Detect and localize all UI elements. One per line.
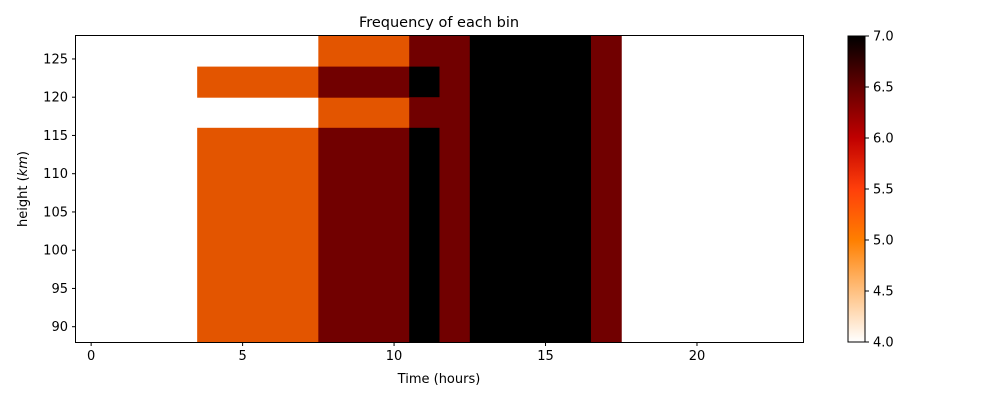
y-tick-label: 115 [43,129,68,144]
y-tick-label: 110 [43,167,68,182]
colorbar-tick-label: 7.0 [873,30,894,45]
colorbar-tick-label: 5.5 [873,183,894,198]
x-tick-label: 10 [386,349,403,364]
y-axis-ticks: 90 95 100 105 110 115 120 125 [43,52,76,335]
x-tick-label: 15 [537,349,554,364]
x-axis-ticks: 0 5 10 15 20 [87,342,705,364]
colorbar-tick-label: 5.0 [873,234,894,249]
y-tick-label: 125 [43,52,68,67]
y-tick-label: 100 [43,244,68,259]
colorbar-tick-label: 4.5 [873,285,894,300]
heatmap-cell [197,127,319,343]
x-tick-label: 20 [689,349,706,364]
heatmap-cell [409,36,440,68]
heatmap-cell [409,127,440,343]
x-tick-label: 5 [238,349,246,364]
heatmap-cell [409,97,440,129]
y-axis-label: height (km) [16,151,31,227]
y-tick-label: 90 [51,320,68,335]
heatmap-cell [469,36,592,343]
y-tick-label: 120 [43,91,68,106]
colorbar-tick-label: 6.5 [873,81,894,96]
colorbar-tick-label: 6.0 [873,132,894,147]
plot-frame [75,35,804,343]
heatmap-cell [318,66,410,98]
heatmap-cell [590,36,622,343]
chart-title: Frequency of each bin [359,15,519,31]
heatmap-cell [409,66,440,98]
heatmap-cell [318,97,410,129]
heatmap-cell [439,36,471,343]
colorbar-tick-label: 4.0 [873,336,894,351]
x-axis-label: Time (hours) [397,372,481,387]
colorbar-ticks: 4.0 4.5 5.0 5.5 6.0 6.5 7.0 [865,30,894,351]
x-tick-label: 0 [87,349,95,364]
y-tick-label: 105 [43,205,68,220]
colorbar [847,35,866,343]
y-tick-label: 95 [51,282,68,297]
heatmap-cell [197,66,319,98]
heatmap-cells [197,36,622,343]
heatmap-cell [318,36,410,68]
heatmap-cell [318,127,410,343]
